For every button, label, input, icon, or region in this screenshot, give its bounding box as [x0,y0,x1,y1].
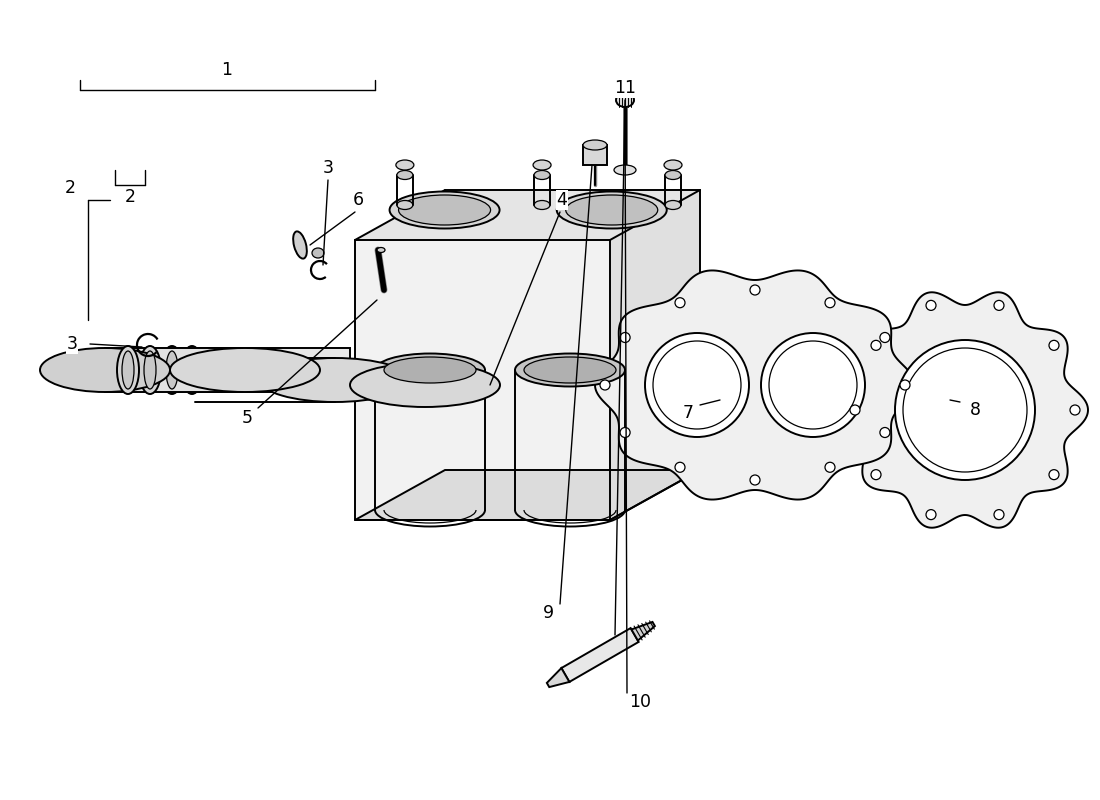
Polygon shape [842,292,1088,528]
Ellipse shape [1049,340,1059,350]
Ellipse shape [675,298,685,308]
Polygon shape [170,348,350,392]
Ellipse shape [900,380,910,390]
Ellipse shape [515,354,625,386]
Ellipse shape [1070,405,1080,415]
Polygon shape [355,240,610,520]
Ellipse shape [396,160,414,170]
Ellipse shape [389,191,499,229]
Polygon shape [610,190,700,520]
Ellipse shape [397,170,412,179]
Ellipse shape [40,348,170,392]
Ellipse shape [666,170,681,179]
Ellipse shape [294,231,307,258]
Ellipse shape [375,354,485,386]
Ellipse shape [750,285,760,295]
Ellipse shape [312,248,324,258]
Ellipse shape [397,201,412,210]
Polygon shape [104,348,245,392]
Text: 9: 9 [542,604,553,622]
Text: 10: 10 [629,693,651,711]
Ellipse shape [825,298,835,308]
Text: 2: 2 [65,179,76,197]
Text: 3: 3 [322,159,333,177]
Ellipse shape [144,351,156,389]
Ellipse shape [377,247,385,253]
Ellipse shape [122,351,134,389]
Ellipse shape [850,405,860,415]
Ellipse shape [675,462,685,472]
Ellipse shape [620,333,630,342]
Polygon shape [631,622,654,641]
Ellipse shape [614,165,636,175]
Text: 6: 6 [352,191,364,209]
Ellipse shape [139,346,161,394]
Ellipse shape [565,195,658,225]
Ellipse shape [535,170,550,179]
Ellipse shape [534,160,551,170]
Ellipse shape [1049,470,1059,480]
Ellipse shape [170,348,320,392]
Ellipse shape [117,346,139,394]
Polygon shape [595,270,915,499]
Text: 3: 3 [66,335,77,353]
Ellipse shape [182,346,204,394]
Text: 8: 8 [969,401,980,419]
Ellipse shape [926,300,936,310]
Ellipse shape [384,357,476,383]
Ellipse shape [825,462,835,472]
Ellipse shape [926,510,936,520]
Ellipse shape [535,201,550,210]
Polygon shape [547,668,570,687]
Ellipse shape [260,358,410,402]
Ellipse shape [761,333,865,437]
Polygon shape [355,470,700,520]
Ellipse shape [600,380,610,390]
Text: 1: 1 [221,61,232,79]
Ellipse shape [616,93,634,107]
Ellipse shape [186,351,198,389]
Ellipse shape [871,470,881,480]
Text: 7: 7 [682,404,693,422]
Ellipse shape [666,201,681,210]
Ellipse shape [166,351,178,389]
Polygon shape [355,190,700,240]
Ellipse shape [895,340,1035,480]
FancyBboxPatch shape [583,145,607,165]
Ellipse shape [871,340,881,350]
Ellipse shape [664,160,682,170]
Text: 5: 5 [242,409,253,427]
Ellipse shape [398,195,491,225]
Ellipse shape [161,346,183,394]
Polygon shape [561,628,639,682]
Ellipse shape [645,333,749,437]
Ellipse shape [350,363,500,407]
Ellipse shape [524,357,616,383]
Ellipse shape [583,140,607,150]
Ellipse shape [750,475,760,485]
Ellipse shape [557,191,667,229]
Ellipse shape [994,300,1004,310]
Ellipse shape [994,510,1004,520]
Ellipse shape [880,427,890,438]
Ellipse shape [880,333,890,342]
Text: 4: 4 [557,191,568,209]
Text: a passion for parts: a passion for parts [383,354,657,466]
Text: 11: 11 [614,79,636,97]
Ellipse shape [620,427,630,438]
Text: 2: 2 [124,188,135,206]
